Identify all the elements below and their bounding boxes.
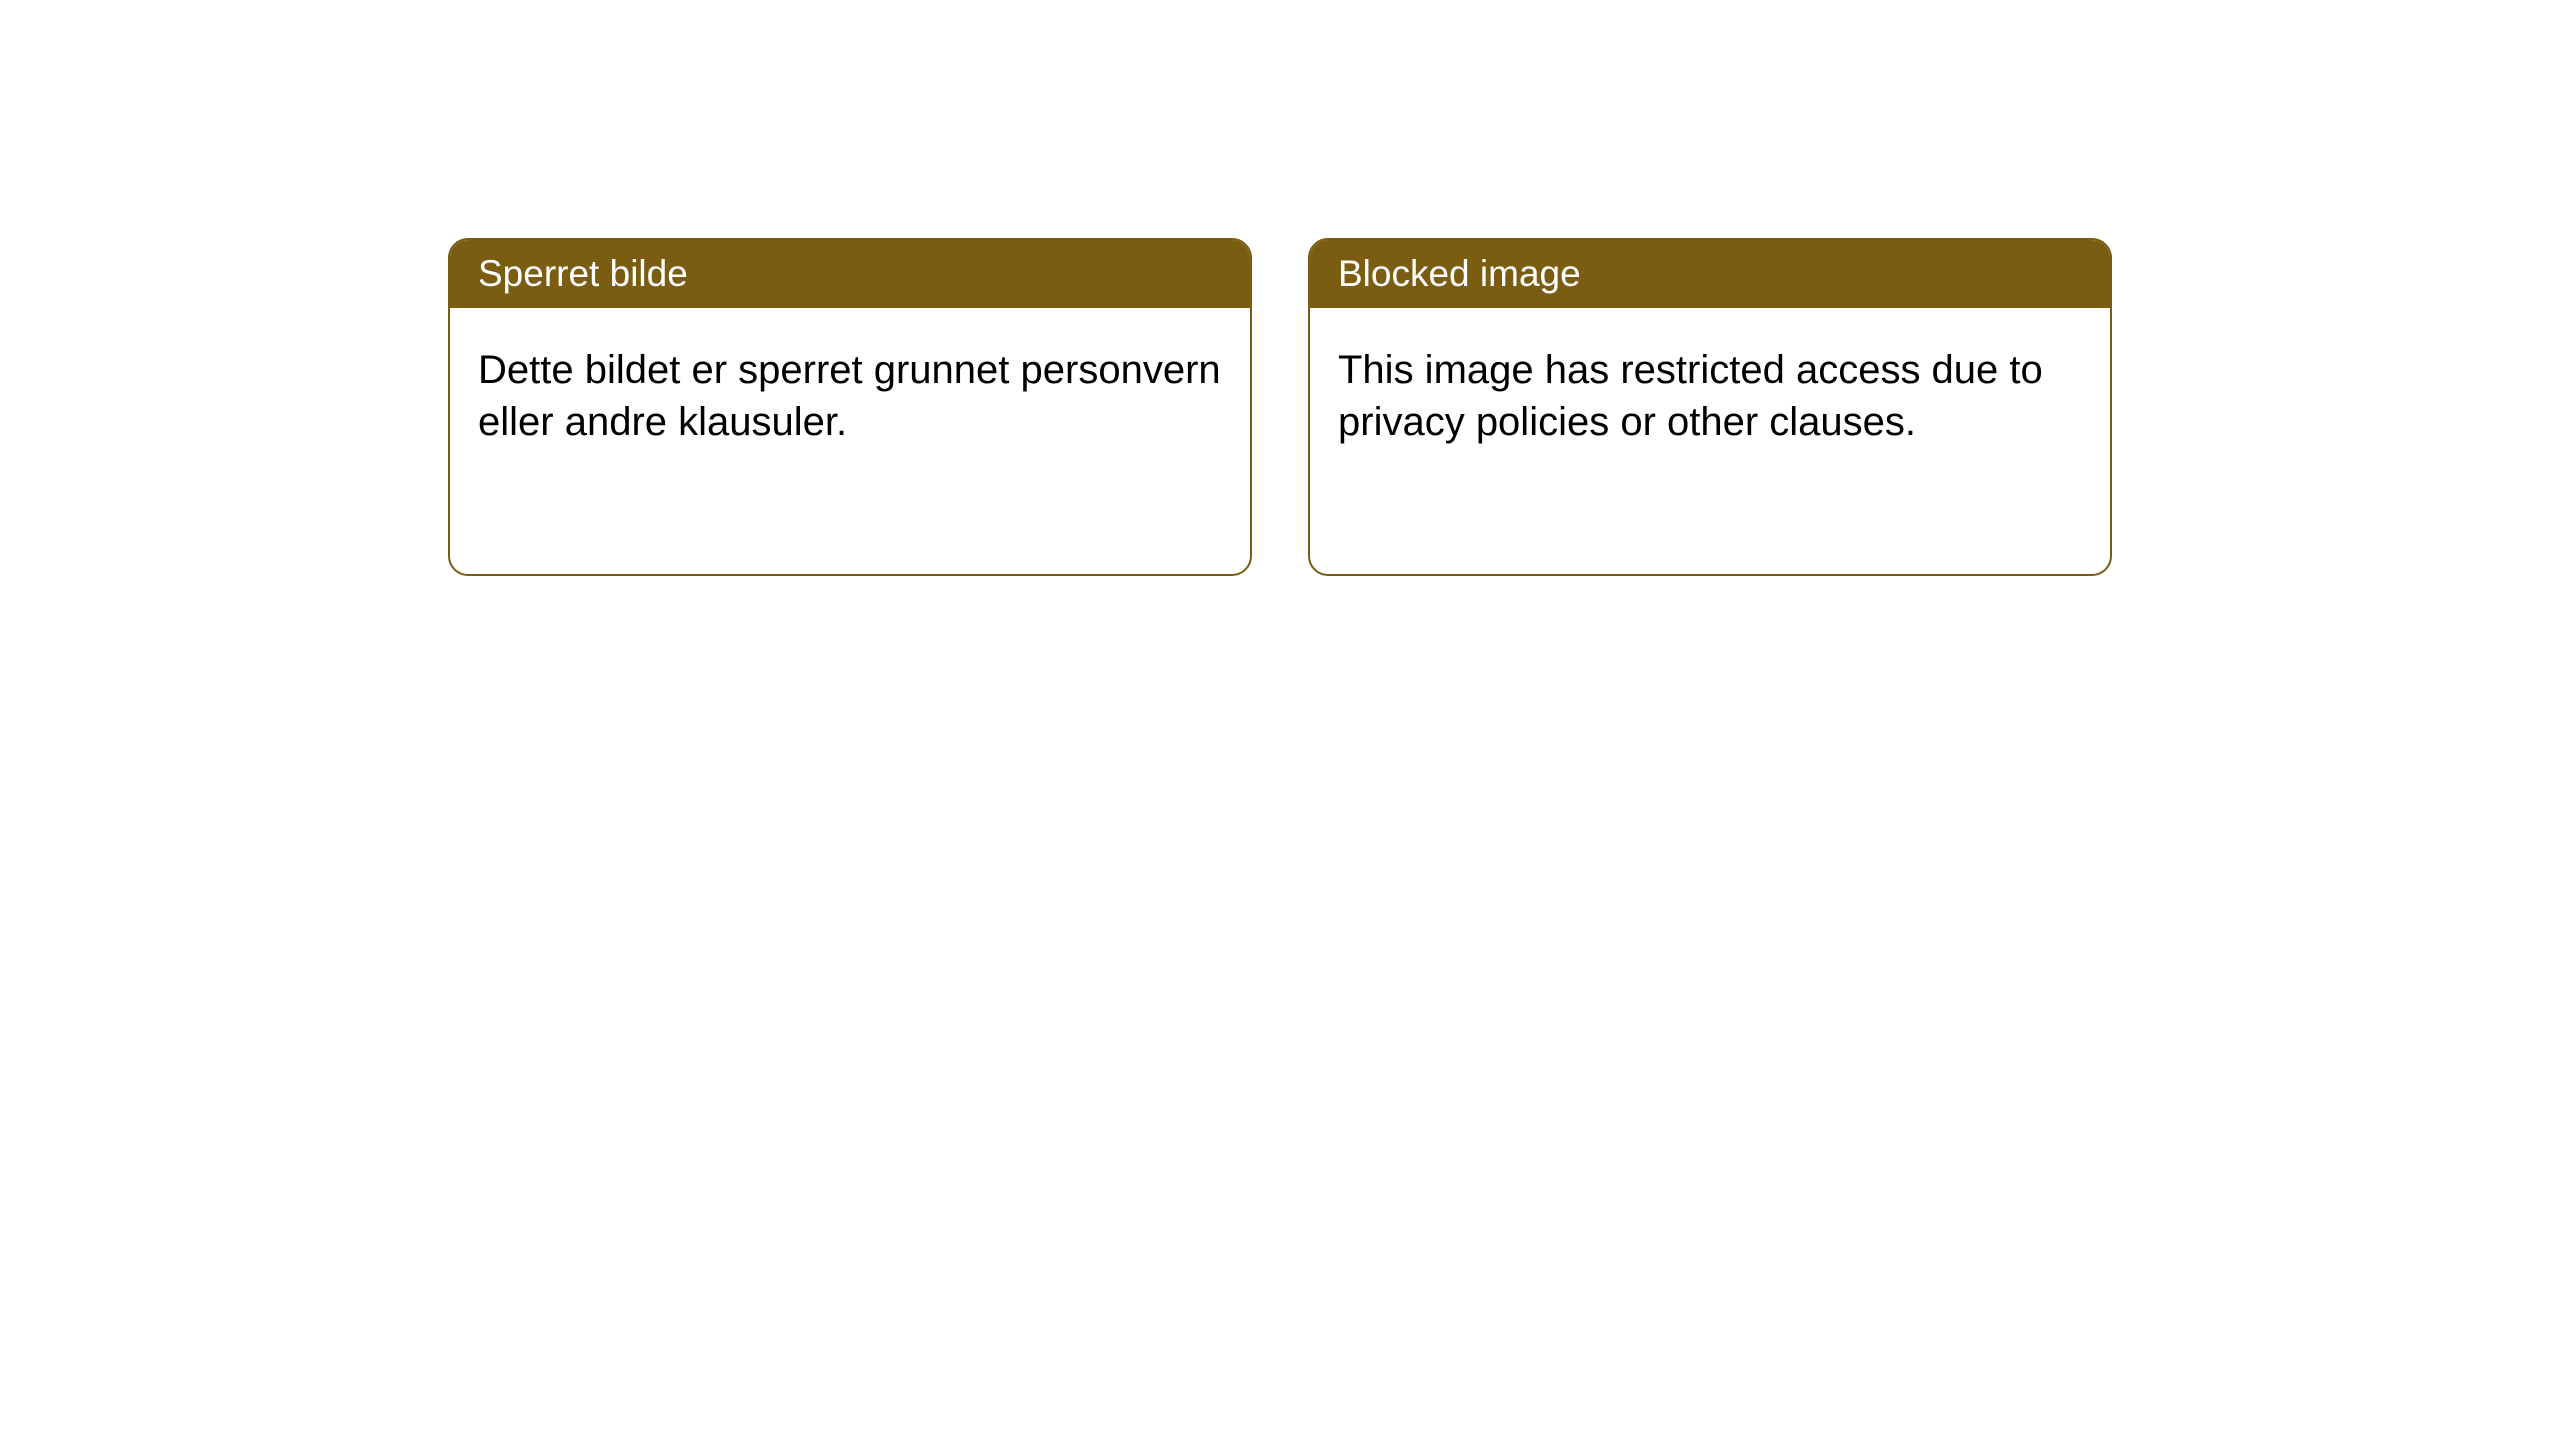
notice-card-english: Blocked image This image has restricted … — [1308, 238, 2112, 576]
notice-card-title: Sperret bilde — [450, 240, 1250, 308]
notice-card-norwegian: Sperret bilde Dette bildet er sperret gr… — [448, 238, 1252, 576]
notice-card-body: This image has restricted access due to … — [1310, 308, 2110, 484]
notice-card-title: Blocked image — [1310, 240, 2110, 308]
notice-card-body: Dette bildet er sperret grunnet personve… — [450, 308, 1250, 484]
notice-cards-container: Sperret bilde Dette bildet er sperret gr… — [0, 0, 2560, 576]
